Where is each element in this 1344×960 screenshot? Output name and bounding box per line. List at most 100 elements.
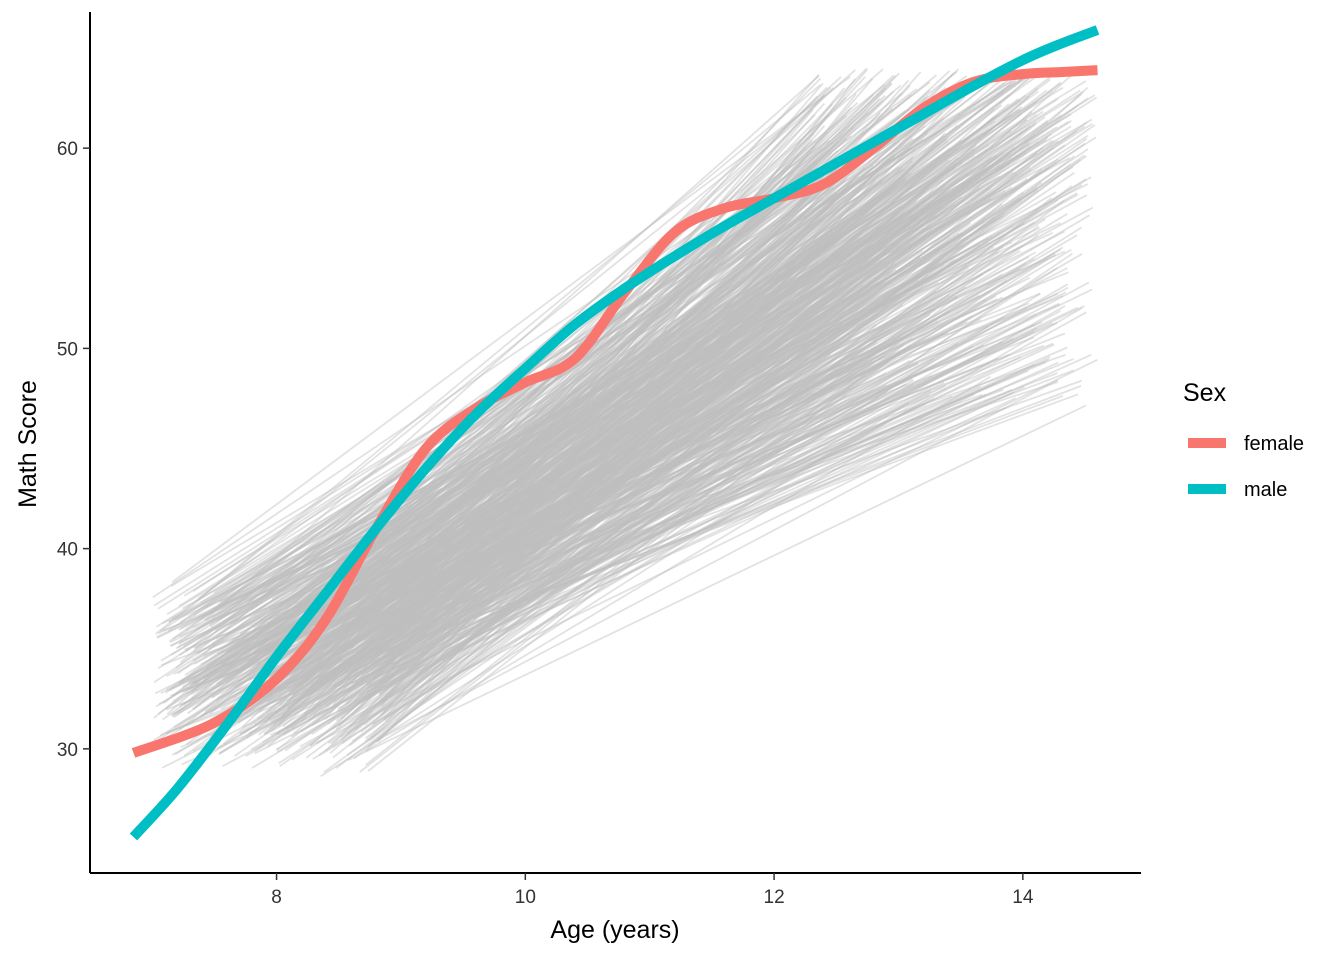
- background-trajectory: [178, 166, 956, 646]
- background-trajectory: [177, 302, 823, 631]
- background-trajectory: [170, 258, 1036, 690]
- background-trajectory: [382, 179, 877, 721]
- background-trajectory: [215, 194, 989, 702]
- background-trajectory: [377, 159, 1081, 690]
- background-trajectory: [195, 286, 824, 656]
- background-trajectory: [313, 328, 843, 692]
- background-trajectory: [242, 220, 985, 734]
- background-trajectory: [287, 353, 1011, 644]
- background-trajectory: [366, 294, 906, 694]
- background-trajectory: [358, 249, 891, 697]
- background-trajectory: [320, 401, 909, 777]
- background-trajectory: [222, 192, 949, 745]
- background-trajectory: [300, 123, 1093, 624]
- background-trajectory: [198, 114, 1012, 639]
- background-trajectory: [307, 272, 847, 722]
- background-trajectory: [296, 99, 1022, 614]
- background-trajectory: [157, 98, 1059, 670]
- legend-label-female: female: [1244, 433, 1304, 455]
- background-trajectory: [173, 235, 993, 675]
- background-trajectory: [199, 159, 1003, 621]
- background-trajectory: [352, 166, 1031, 628]
- background-trajectory: [321, 211, 945, 634]
- y-tick-label: 40: [57, 540, 78, 561]
- background-trajectory: [215, 76, 842, 640]
- background-trajectory: [350, 295, 997, 674]
- background-trajectory: [367, 197, 1053, 748]
- background-trajectory: [311, 262, 939, 665]
- background-trajectory: [351, 313, 877, 690]
- background-trajectory: [216, 342, 1054, 700]
- background-trajectory: [268, 164, 1001, 609]
- background-trajectory: [253, 171, 1014, 619]
- background-trajectory: [310, 234, 1078, 689]
- background-trajectory: [243, 407, 1007, 715]
- background-trajectory: [251, 108, 995, 673]
- background-trajectory: [321, 135, 949, 642]
- background-trajectory: [309, 199, 965, 692]
- background-trajectory: [350, 288, 1093, 650]
- background-trajectory: [181, 353, 1092, 766]
- background-trajectory: [299, 246, 1064, 700]
- background-trajectory: [170, 186, 1012, 717]
- background-trajectory: [166, 154, 997, 678]
- background-trajectory: [254, 393, 975, 755]
- background-trajectory: [248, 397, 935, 735]
- background-trajectory: [297, 76, 979, 610]
- background-trajectory: [309, 267, 1068, 652]
- background-trajectory: [253, 377, 913, 656]
- background-trajectory: [298, 151, 1005, 609]
- background-trajectory: [312, 361, 883, 673]
- background-trajectory: [267, 305, 1085, 695]
- background-trajectory: [312, 316, 1005, 646]
- background-trajectory: [286, 273, 928, 642]
- background-trajectory: [373, 125, 1031, 688]
- background-trajectory: [366, 386, 1025, 687]
- background-trajectory: [192, 215, 1004, 685]
- background-trajectory: [342, 161, 1057, 654]
- background-trajectory: [277, 315, 973, 736]
- background-trajectory: [302, 89, 1048, 664]
- background-trajectory: [236, 82, 989, 683]
- background-trajectory: [264, 331, 949, 648]
- background-trajectory: [379, 355, 879, 701]
- background-trajectory: [251, 357, 934, 769]
- background-trajectory: [329, 262, 895, 754]
- background-trajectory: [358, 318, 938, 631]
- background-trajectory: [293, 187, 992, 735]
- background-trajectory: [256, 76, 998, 641]
- background-trajectory: [253, 82, 1062, 653]
- background-trajectory: [311, 203, 1003, 686]
- background-trajectory: [288, 350, 990, 685]
- background-trajectory: [165, 379, 1083, 711]
- background-trajectory: [315, 178, 907, 686]
- background-trajectory: [240, 188, 1037, 667]
- background-trajectory: [341, 193, 950, 629]
- x-tick-label: 14: [1012, 887, 1034, 908]
- background-trajectory: [375, 379, 1059, 742]
- background-trajectory: [253, 105, 1023, 659]
- background-trajectory: [181, 256, 1030, 684]
- background-trajectory: [252, 125, 1086, 628]
- background-trajectory: [332, 318, 897, 748]
- background-trajectory: [329, 190, 912, 620]
- background-trajectory: [203, 354, 1066, 656]
- background-trajectory: [329, 96, 966, 665]
- background-trajectory: [195, 84, 822, 602]
- background-trajectory: [244, 296, 1003, 652]
- background-trajectory: [316, 71, 1032, 611]
- background-trajectory: [224, 142, 1086, 730]
- background-trajectory: [248, 166, 1074, 681]
- background-trajectory: [308, 125, 926, 625]
- background-trajectory: [190, 206, 1094, 696]
- background-trajectory: [314, 244, 964, 687]
- background-trajectory: [245, 121, 1037, 651]
- background-trajectory: [376, 245, 1024, 622]
- background-trajectory: [291, 267, 1058, 761]
- background-trajectory: [215, 86, 1064, 611]
- background-trajectory: [246, 321, 1058, 694]
- series-line-male: [129, 25, 1100, 841]
- background-trajectory: [211, 133, 1036, 726]
- background-trajectory: [217, 88, 918, 603]
- background-trajectory: [279, 273, 984, 634]
